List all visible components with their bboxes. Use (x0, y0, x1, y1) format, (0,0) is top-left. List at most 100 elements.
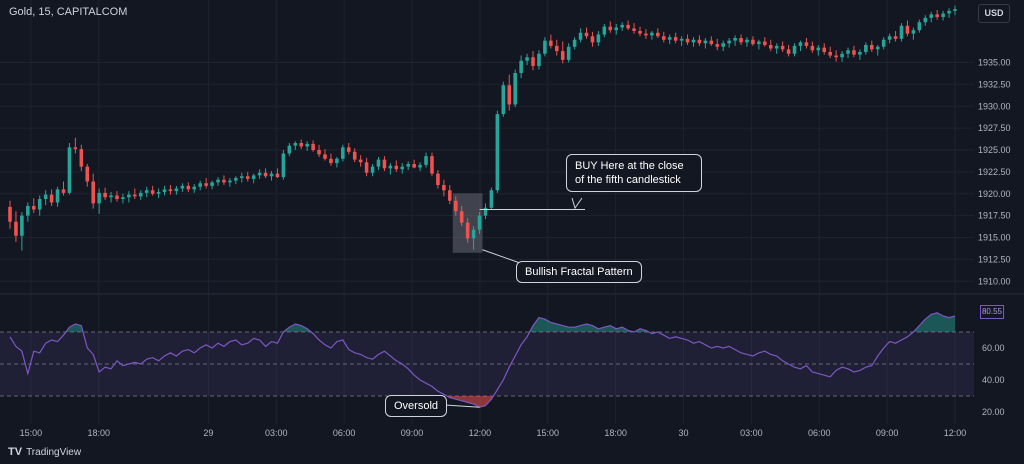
annotation-lines (444, 197, 585, 408)
candle (418, 162, 422, 171)
candle (661, 31, 666, 43)
candle (162, 185, 167, 196)
candle (852, 45, 856, 58)
oversold-callout: Oversold (385, 395, 448, 417)
candle-body (186, 185, 191, 190)
candle-body (751, 39, 755, 45)
candle-body (893, 36, 898, 39)
candle (269, 171, 274, 181)
candle-body (251, 175, 256, 179)
candle (887, 33, 892, 44)
candle-body (679, 38, 684, 41)
candle-body (899, 25, 904, 39)
candle-body (352, 151, 357, 160)
candle (67, 143, 72, 195)
candle-body (465, 222, 470, 239)
candle-body (67, 147, 72, 193)
buy-callout: BUY Here at the close of the fifth candl… (566, 154, 702, 192)
candle (822, 43, 827, 55)
candle (459, 206, 464, 227)
candle-body (257, 172, 262, 176)
candle-body (608, 26, 613, 31)
candle-body (198, 183, 202, 187)
rsi-tick-label: 20.00 (982, 407, 1005, 417)
candle-body (305, 143, 309, 147)
candle-body (79, 149, 84, 167)
price-tick-label: 1935.00 (978, 58, 1011, 68)
candle-body (566, 46, 571, 60)
candle (768, 39, 773, 52)
candle-body (216, 179, 220, 183)
candle (299, 139, 304, 150)
rsi-series (9, 312, 956, 408)
rsi-axis: 60.00 40.00 20.00 (982, 343, 1005, 417)
price-tick-label: 1910.00 (978, 276, 1011, 286)
currency-button[interactable]: USD (978, 4, 1010, 23)
candle-body (656, 32, 660, 37)
candle-body (453, 200, 458, 212)
candle (917, 19, 922, 33)
candle-body (341, 147, 345, 159)
time-tick-label: 18:00 (87, 428, 110, 438)
time-tick-label: 06:00 (333, 428, 356, 438)
candle-body (144, 190, 149, 193)
candle (133, 188, 137, 199)
candle-body (875, 46, 880, 50)
candle-body (822, 47, 827, 52)
candle-body (424, 156, 428, 165)
candle (810, 41, 815, 53)
time-tick-label: 18:00 (604, 428, 627, 438)
candle (673, 32, 678, 44)
candle (602, 24, 607, 38)
time-tick-label: 30 (679, 428, 689, 438)
time-tick-label: 09:00 (401, 428, 424, 438)
candle-body (739, 38, 743, 43)
candle (234, 176, 238, 185)
candle-body (792, 45, 797, 54)
tradingview-logo[interactable]: TV TradingView (8, 446, 81, 458)
candle-body (127, 194, 131, 198)
candle-body (614, 27, 619, 31)
candle (49, 189, 54, 206)
candle (465, 218, 470, 243)
candle-body (537, 53, 541, 66)
candle-body (228, 180, 232, 183)
candle (8, 200, 12, 229)
candle (115, 191, 119, 202)
candle (941, 10, 945, 21)
time-tick-label: 03:00 (265, 428, 288, 438)
candle-body (317, 150, 321, 155)
candle (727, 38, 731, 48)
candle-body (240, 176, 244, 178)
candle-body (192, 186, 197, 190)
candle-body (905, 25, 910, 34)
candle-body (590, 36, 595, 43)
candle-body (115, 195, 119, 199)
candle-body (358, 159, 363, 163)
candle-body (626, 24, 630, 29)
candle (210, 180, 214, 190)
candle-body (162, 189, 167, 192)
candle-body (929, 14, 934, 18)
candle-body (14, 221, 18, 236)
candle-body (727, 40, 731, 44)
price-tick-label: 1932.50 (978, 79, 1011, 89)
candle (590, 31, 595, 47)
candle-body (644, 33, 648, 36)
candle-body (798, 42, 803, 46)
candle-body (335, 158, 339, 164)
time-tick-label: 12:00 (469, 428, 492, 438)
candle (430, 152, 434, 177)
candle (881, 37, 886, 50)
candle-body (269, 173, 274, 177)
candle-body (138, 192, 143, 197)
candle (442, 179, 446, 197)
candle (638, 26, 642, 37)
price-tick-label: 1912.50 (978, 254, 1011, 264)
buy-callout-line2: of the fifth candlestick (575, 174, 681, 186)
buy-callout-pointer (571, 197, 583, 210)
symbol-title[interactable]: Gold, 15, CAPITALCOM (9, 6, 128, 18)
candle (828, 46, 832, 59)
rsi-line (9, 312, 956, 408)
